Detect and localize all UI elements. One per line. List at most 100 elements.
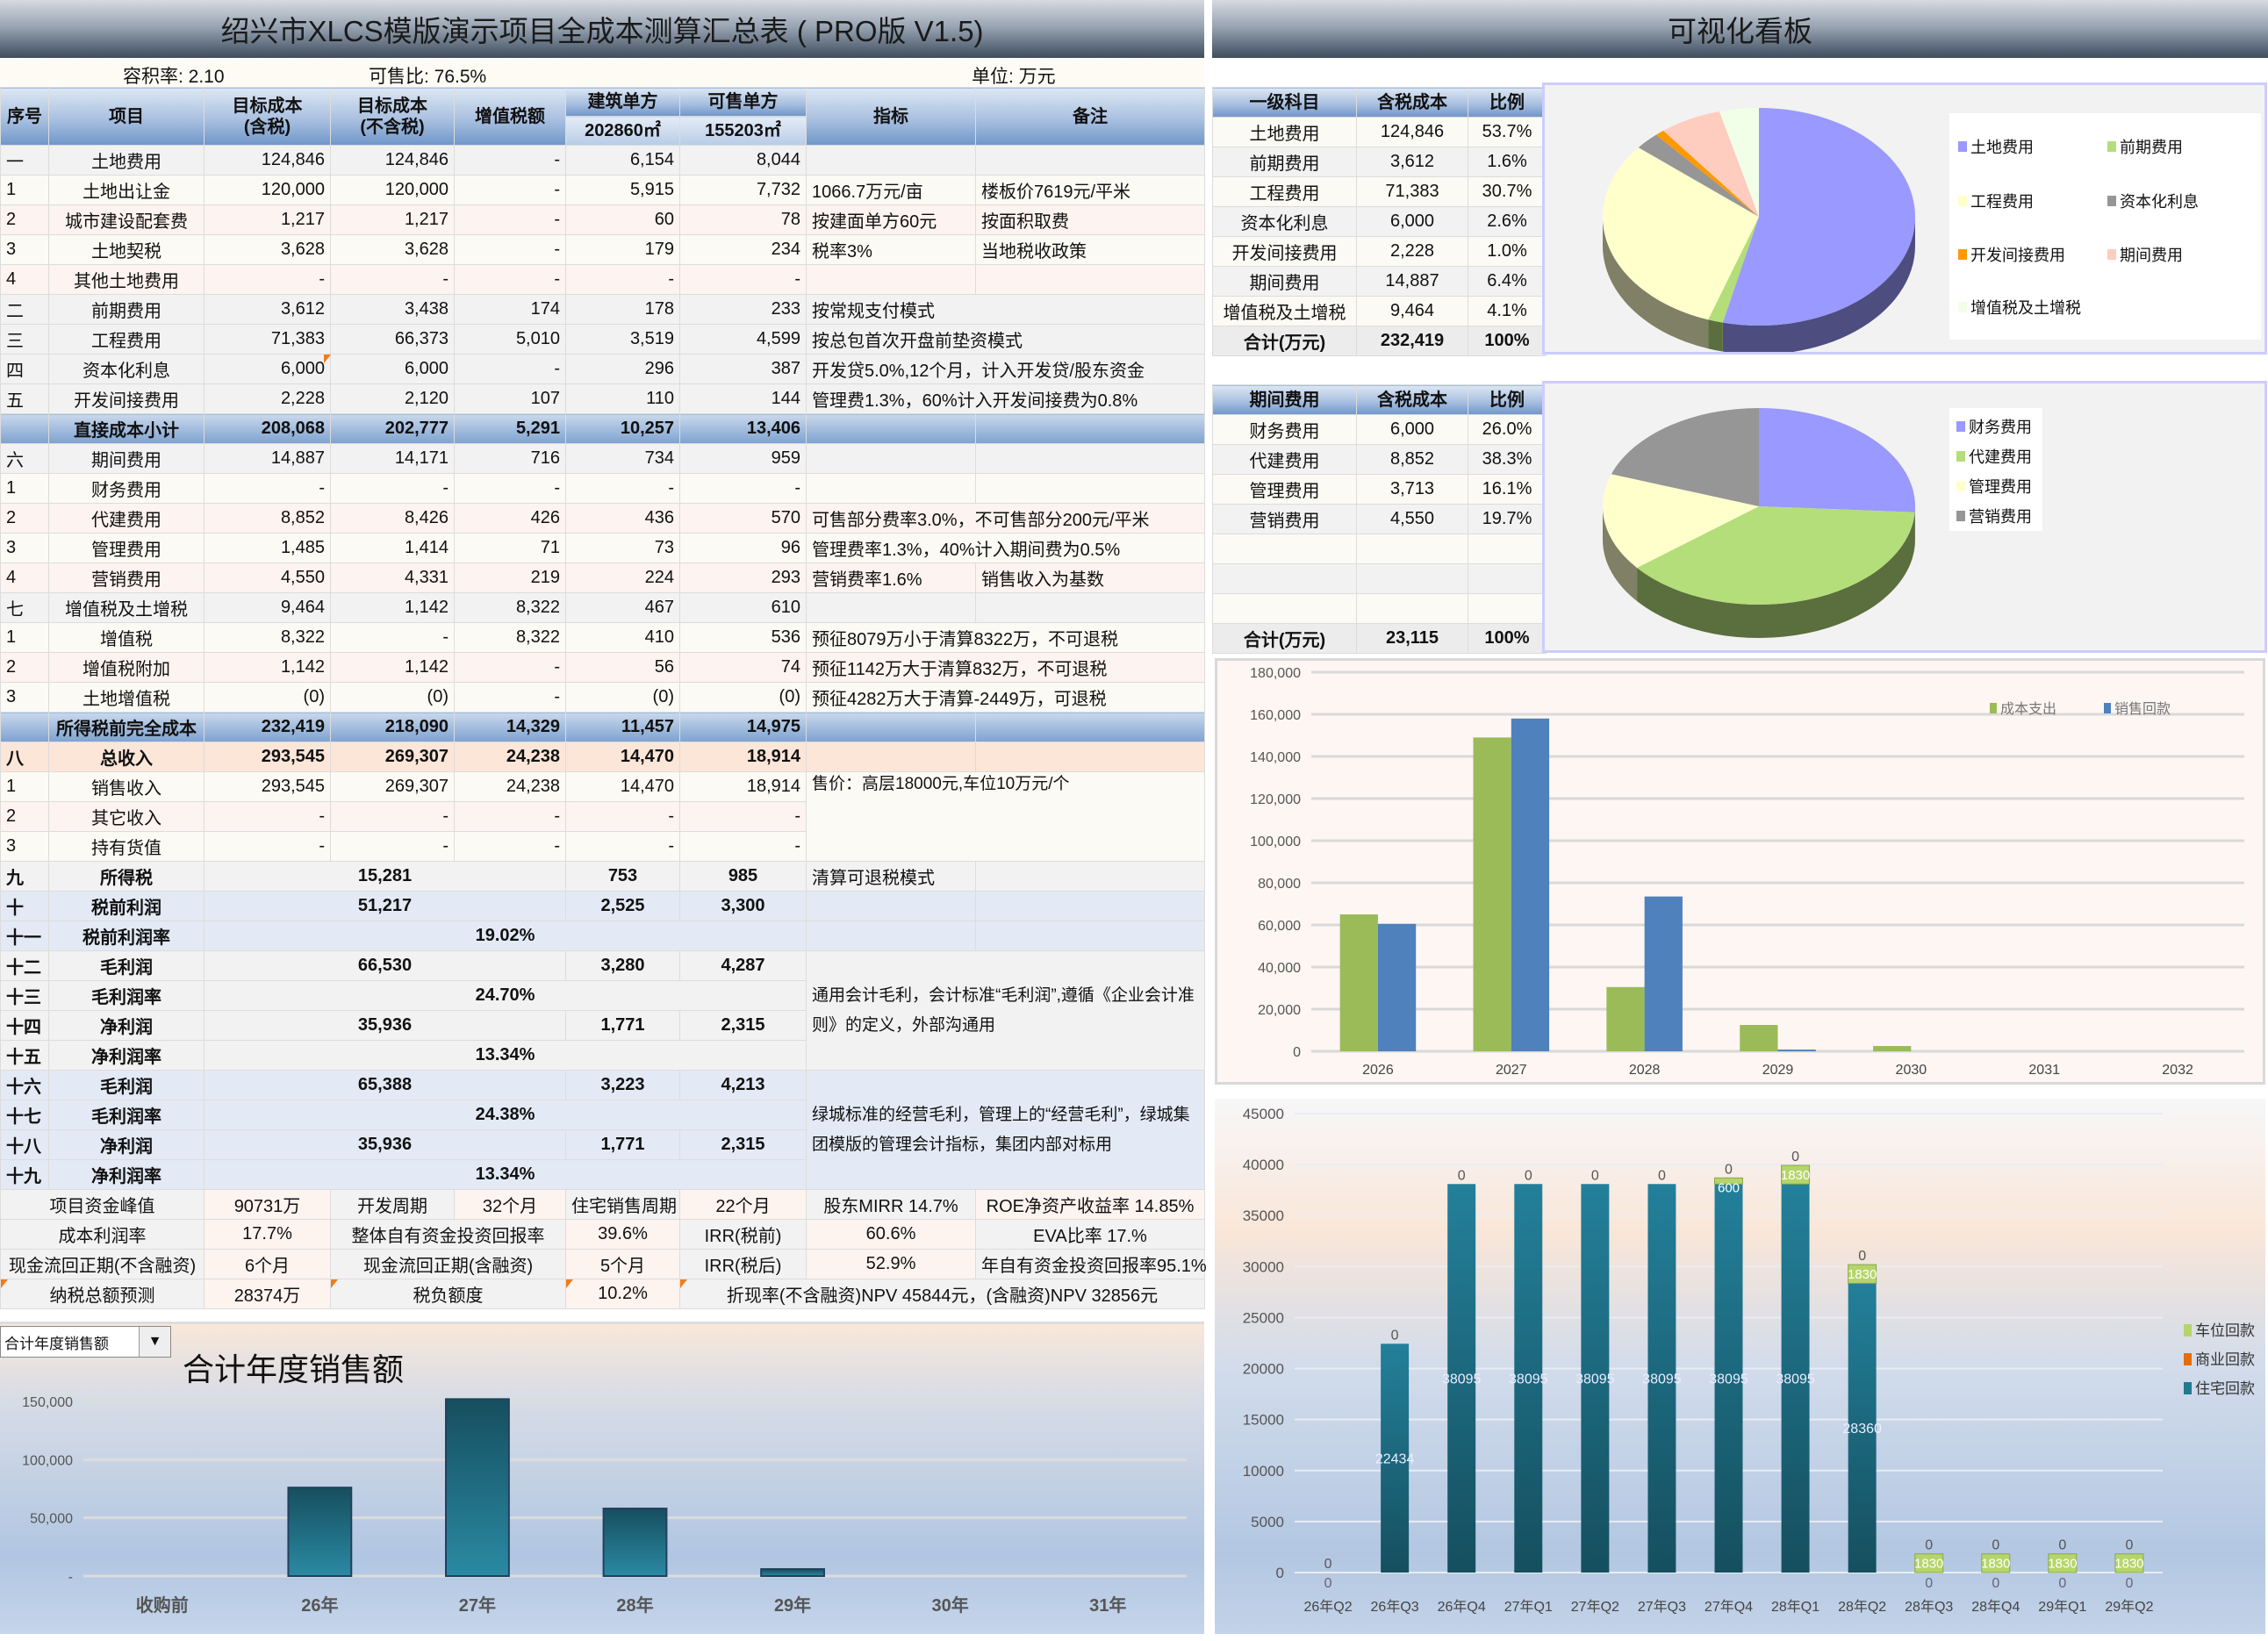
vat-cell: - [455, 205, 566, 235]
legend-swatch-icon [1958, 249, 1967, 260]
vat-cell: - [455, 235, 566, 265]
chart-selector-dropdown[interactable]: 合计年度销售额 ▼ [0, 1326, 171, 1358]
vat-cell: - [455, 653, 566, 683]
note-cell: 楼板价7619元/平米 [976, 176, 1205, 205]
vat-cell: - [455, 832, 566, 862]
sale-cell: 144 [680, 384, 807, 414]
pie2-svg [1545, 383, 2264, 650]
vat-cell: 716 [455, 444, 566, 474]
legend-label: 销售回款 [2114, 701, 2171, 717]
seq-cell: 2 [1, 504, 49, 534]
y-tick-label: 60,000 [1258, 919, 1301, 934]
legend-label: 管理费用 [1969, 475, 2032, 498]
build-cell: - [566, 265, 680, 295]
build-cell: - [566, 474, 680, 504]
y-tick-label: 25000 [1243, 1309, 1284, 1326]
remark-cell: 售价：高层18000元,车位10万元/个 [807, 772, 1205, 862]
cost-tax-cell: 293,545 [205, 772, 331, 802]
note-cell [976, 414, 1205, 444]
legend-label: 开发间接费用 [1970, 243, 2065, 266]
note-cell: 销售收入为基数 [976, 563, 1205, 593]
item-cell: 增值税附加 [49, 653, 205, 683]
sheet-title: 绍兴市XLCS模版演示项目全成本测算汇总表 ( PRO版 V1.5) [0, 0, 1204, 58]
item-cell: 城市建设配套费 [49, 205, 205, 235]
summary-cell: 开发周期 [331, 1190, 455, 1220]
seq-cell: 1 [1, 623, 49, 653]
notax-cell: 124,846 [331, 146, 455, 176]
y-tick-label: 30000 [1243, 1258, 1284, 1275]
total-label: 合计(万元) [1213, 624, 1357, 654]
build-cell: 224 [566, 563, 680, 593]
legend-label: 车位回款 [2195, 1322, 2255, 1339]
x-tick-label: 2030 [1896, 1063, 1927, 1078]
header-ratio: 比例 [1468, 88, 1547, 118]
indicator-cell [807, 921, 976, 951]
header-note: 备注 [976, 88, 1205, 146]
seq-cell: 十九 [1, 1160, 49, 1190]
indicator-cell [807, 593, 976, 623]
note-cell [976, 892, 1205, 921]
data-label: 38095 [1642, 1372, 1682, 1387]
chevron-down-icon[interactable]: ▼ [139, 1327, 170, 1357]
indicator-cell: 1066.7万元/亩 [807, 176, 976, 205]
item-cell: 其它收入 [49, 802, 205, 832]
indicator-cell: 预征4282万大于清算-2449万，可退税 [807, 683, 1205, 713]
seq-cell [1, 414, 49, 444]
legend-item: 代建费用 [1956, 445, 2032, 468]
y-tick-label: 35000 [1243, 1207, 1284, 1224]
category-cell: 增值税及土增税 [1213, 297, 1357, 326]
notax-cell: 269,307 [331, 772, 455, 802]
y-tick-label: 45000 [1243, 1106, 1284, 1122]
category-cell: 管理费用 [1213, 475, 1357, 505]
summary-cell: 10.2% [566, 1279, 680, 1309]
sale-cell: (0) [680, 683, 807, 713]
cost-tax-cell: - [205, 802, 331, 832]
data-label: 38095 [1442, 1372, 1482, 1387]
legend-swatch-icon [1958, 196, 1967, 206]
item-cell: 其他土地费用 [49, 265, 205, 295]
x-tick-label: 29年 [774, 1594, 811, 1616]
legend-swatch-icon [1956, 481, 1965, 491]
vat-cell: 14,329 [455, 713, 566, 742]
note-cell [976, 593, 1205, 623]
data-label: 28360 [1842, 1422, 1882, 1437]
x-tick-label: 2027 [1496, 1063, 1527, 1078]
seq-cell: 一 [1, 146, 49, 176]
indicator-cell [807, 474, 976, 504]
legend-label: 财务费用 [1969, 415, 2032, 438]
pie-slice-财务费用 [1759, 408, 1915, 512]
seq-cell: 2 [1, 205, 49, 235]
summary-cell: 年自有资金投资回报率95.1% [976, 1250, 1205, 1279]
sale-cell: 13,406 [680, 414, 807, 444]
bar-成本支出-2029 [1740, 1025, 1777, 1051]
cost-tax-cell: 293,545 [205, 742, 331, 772]
vat-cell: - [455, 146, 566, 176]
x-tick-label: 2026 [1362, 1063, 1394, 1078]
legend-label: 代建费用 [1969, 445, 2032, 468]
item-cell: 净利润 [49, 1130, 205, 1160]
cost-cell [1357, 594, 1468, 624]
cost-tax-cell: 208,068 [205, 414, 331, 444]
item-cell: 管理费用 [49, 534, 205, 563]
total-label: 合计(万元) [1213, 326, 1357, 356]
level1-pie-chart: 土地费用前期费用工程费用资本化利息开发间接费用期间费用增值税及土增税 [1542, 82, 2267, 355]
legend-swatch-icon [2184, 1324, 2192, 1336]
build-cell: - [566, 832, 680, 862]
seq-cell: 3 [1, 832, 49, 862]
sale-cell: 96 [680, 534, 807, 563]
notax-cell: 1,217 [331, 205, 455, 235]
data-label: 1830 [1914, 1557, 1943, 1572]
sale-cell: 610 [680, 593, 807, 623]
y-tick-label: 150,000 [22, 1395, 73, 1410]
build-cell: 110 [566, 384, 680, 414]
notax-cell: 3,628 [331, 235, 455, 265]
